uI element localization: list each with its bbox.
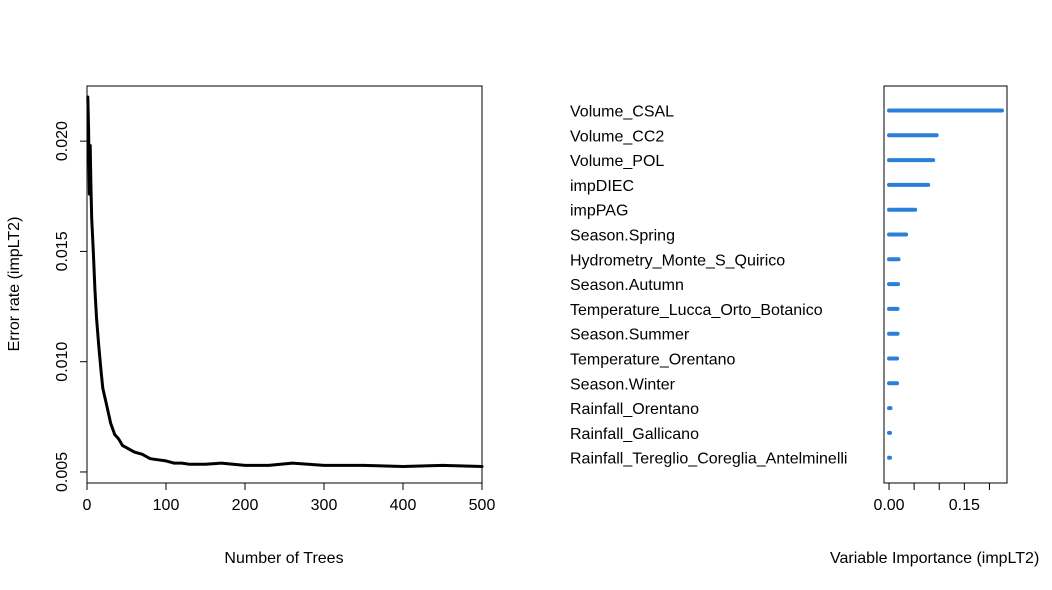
error-rate-x-tick-label: 100 xyxy=(153,497,180,514)
importance-plot-frame xyxy=(883,85,1008,484)
importance-x-tick-label: 0.00 xyxy=(873,497,904,514)
error-rate-x-tick-label: 0 xyxy=(83,497,92,514)
importance-variable-label: Rainfall_Orentano xyxy=(570,401,699,418)
error-rate-line xyxy=(86,95,484,468)
error-rate-y-tick-label: 0.005 xyxy=(54,452,71,492)
error-rate-x-axis: 0 100 200 300 400 500 xyxy=(83,482,496,514)
importance-variable-label: Rainfall_Gallicano xyxy=(570,426,699,443)
error-rate-x-axis-label: Number of Trees xyxy=(224,550,343,567)
importance-variable-label: Rainfall_Tereglio_Coreglia_Antelminelli xyxy=(570,451,847,468)
error-rate-x-tick-label: 500 xyxy=(469,497,496,514)
importance-variable-label: Season.Winter xyxy=(570,376,676,393)
importance-variable-label: Season.Autumn xyxy=(570,277,684,294)
importance-variable-label: impPAG xyxy=(570,203,628,220)
error-rate-y-tick-label: 0.015 xyxy=(54,231,71,271)
importance-variable-label: Temperature_Orentano xyxy=(570,352,736,369)
variable-importance-panel: Volume_CSAL Volume_CC2 Volume_POL impDIEC im… xyxy=(570,85,1039,567)
importance-variable-label: impDIEC xyxy=(570,178,634,195)
error-rate-panel: 0 100 200 300 400 500 0.005 0.010 0.015 0.020 Nu… xyxy=(6,85,496,567)
error-rate-plot-frame xyxy=(86,85,483,484)
importance-x-tick-label: 0.15 xyxy=(949,497,980,514)
importance-variable-label: Temperature_Lucca_Orto_Botanico xyxy=(570,302,823,319)
error-rate-x-tick-label: 300 xyxy=(311,497,338,514)
importance-variable-label: Volume_POL xyxy=(570,153,664,170)
importance-variable-labels: Volume_CSAL Volume_CC2 Volume_POL impDIEC im… xyxy=(570,104,847,468)
error-rate-y-tick-label: 0.020 xyxy=(54,121,71,161)
importance-x-axis-label: Variable Importance (impLT2) xyxy=(830,550,1039,567)
importance-bars xyxy=(887,108,1004,460)
importance-variable-label: Volume_CSAL xyxy=(570,104,674,121)
error-rate-x-tick-label: 200 xyxy=(232,497,259,514)
error-rate-x-tick-label: 400 xyxy=(390,497,417,514)
importance-variable-label: Hydrometry_Monte_S_Quirico xyxy=(570,252,785,269)
error-rate-series xyxy=(86,95,484,468)
importance-x-axis: 0.00 0.15 xyxy=(873,482,990,514)
importance-variable-label: Season.Summer xyxy=(570,327,690,344)
error-rate-y-axis-label: Error rate (impLT2) xyxy=(6,217,23,352)
error-rate-y-tick-label: 0.010 xyxy=(54,342,71,382)
error-rate-y-axis: 0.005 0.010 0.015 0.020 xyxy=(54,121,88,492)
importance-variable-label: Volume_CC2 xyxy=(570,128,664,145)
importance-variable-label: Season.Spring xyxy=(570,228,675,245)
